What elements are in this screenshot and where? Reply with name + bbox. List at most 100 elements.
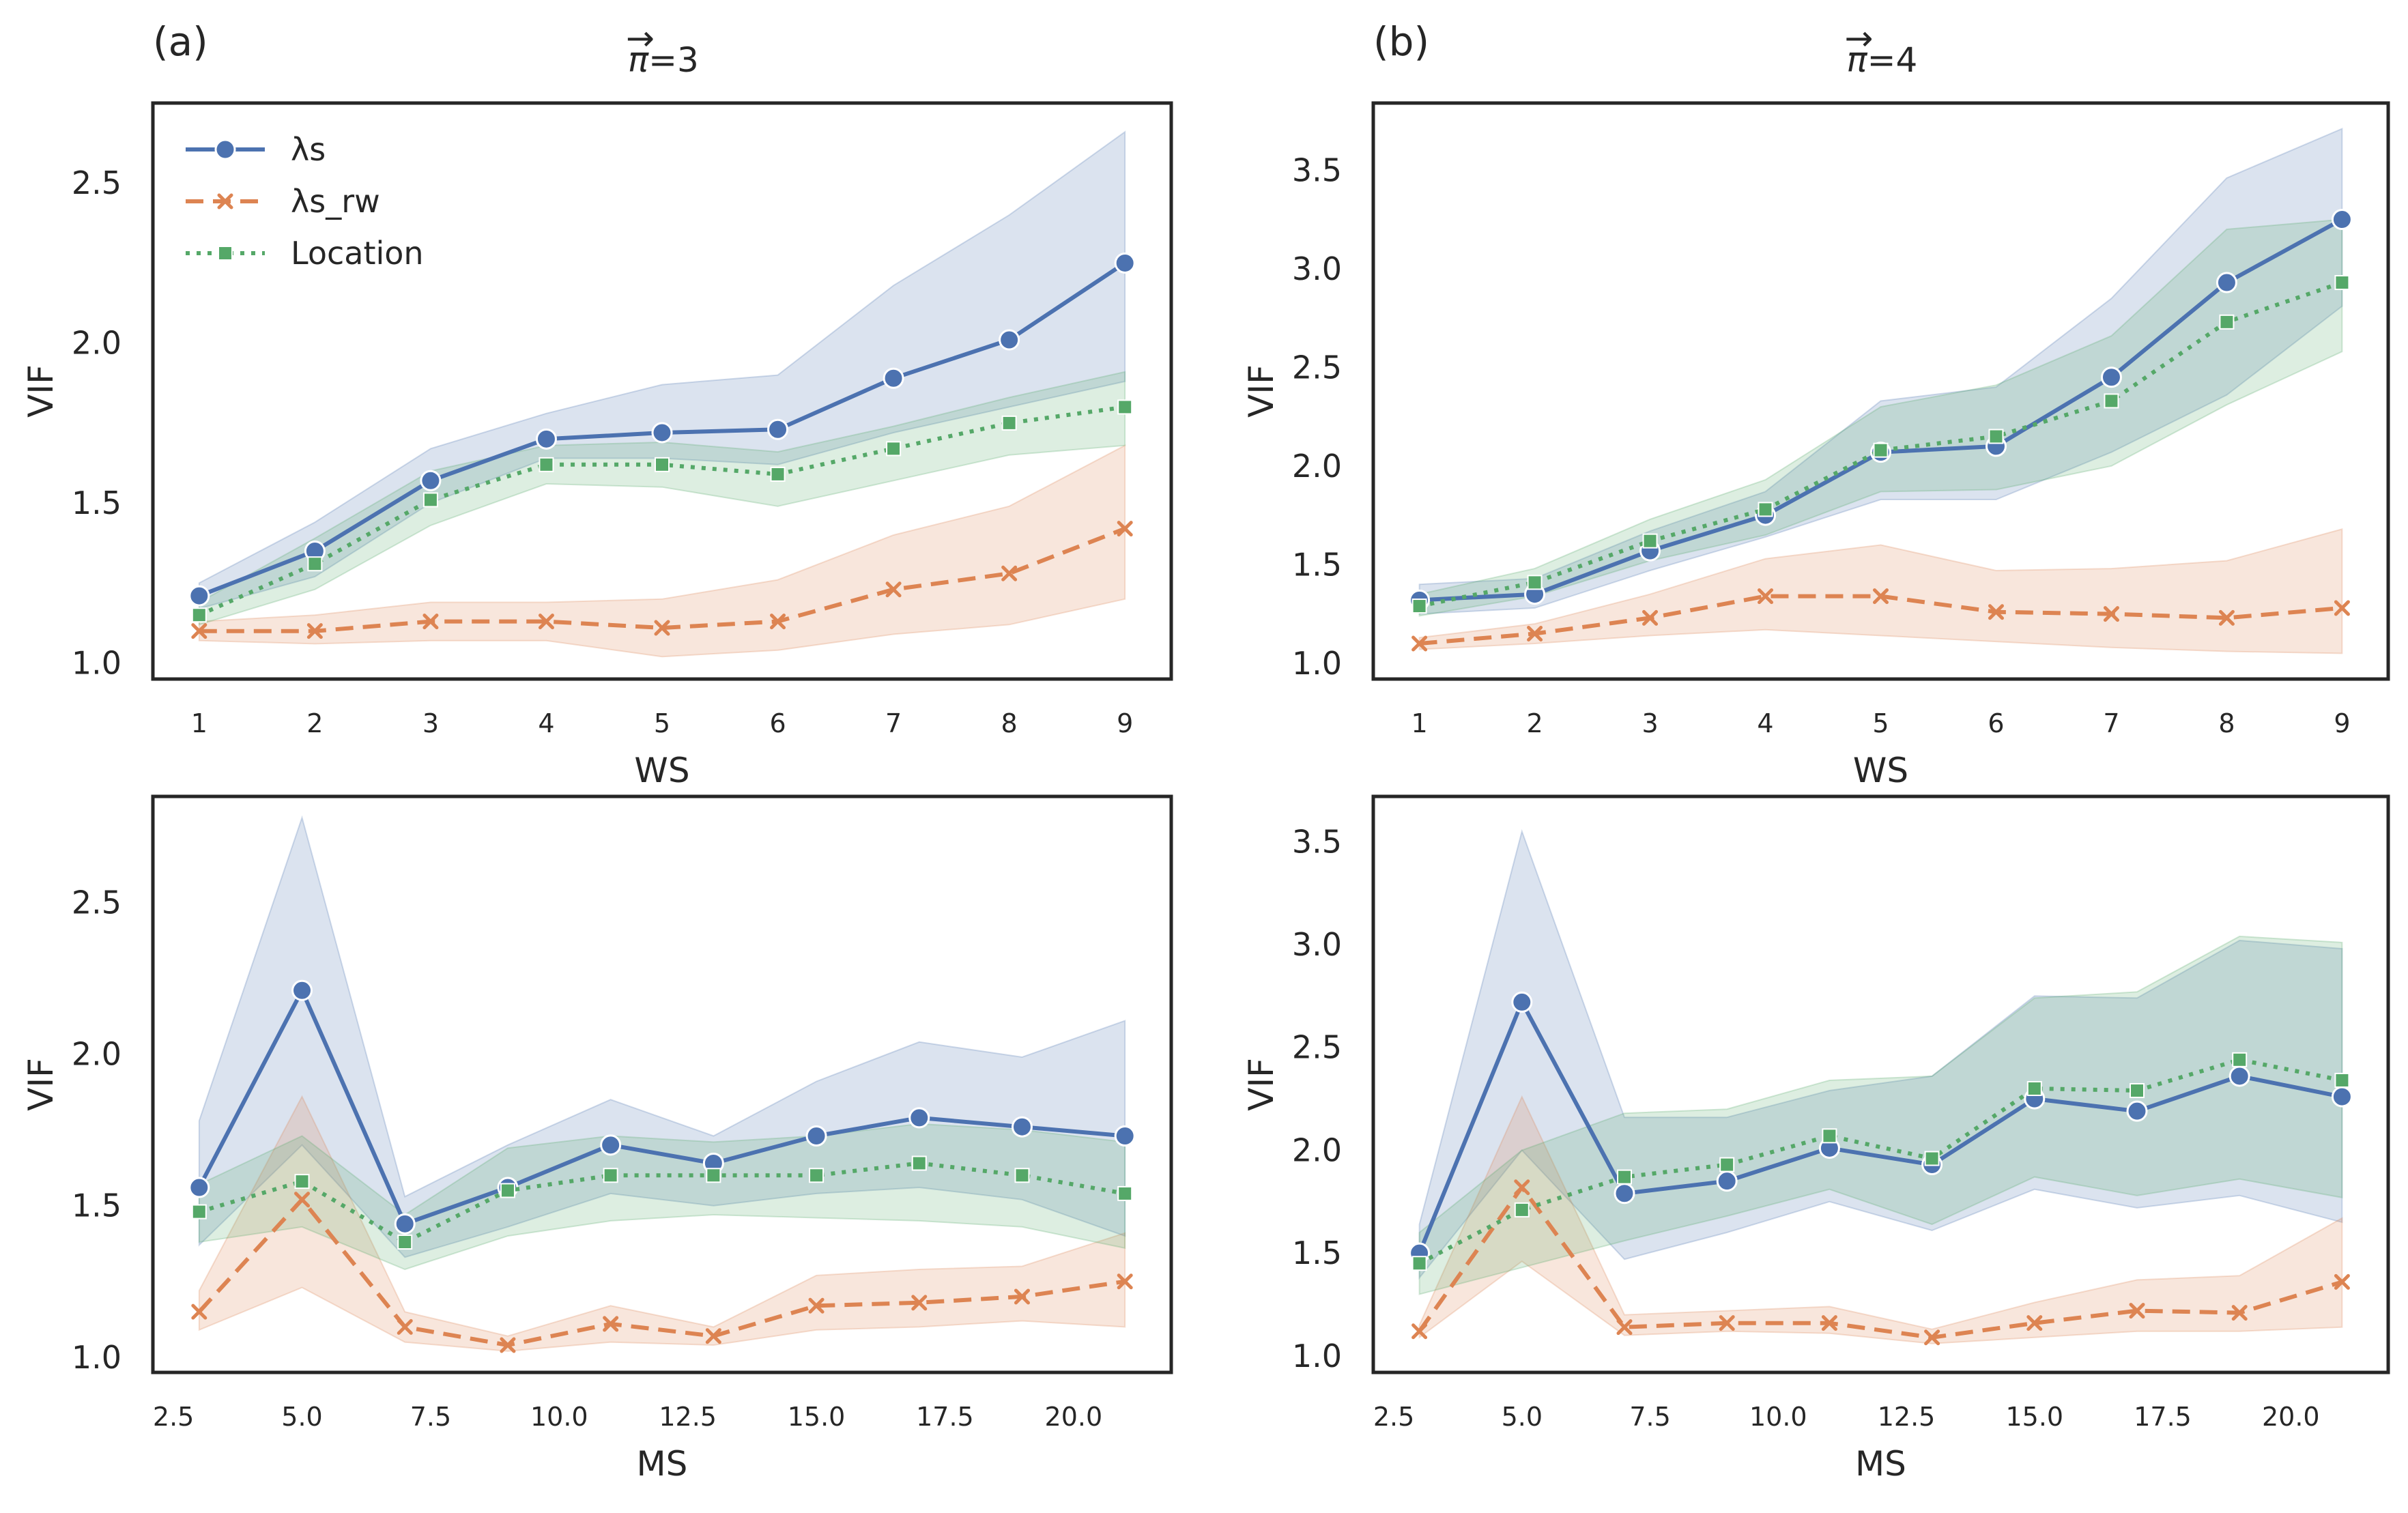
y-tick-label: 1.0 [72,645,121,682]
marker-x-ls-rw-6 [808,1297,825,1314]
series-line-location [198,1161,1126,1244]
plot-area [1373,103,2388,679]
marker-square-location-6 [809,1168,825,1183]
marker-x-ls-rw-2 [397,1319,413,1335]
x-tick-label: 17.5 [916,1402,974,1432]
plot-frame [151,101,1173,681]
marker-square-location-9 [2334,1072,2350,1088]
marker-circle-legend-ls [214,139,236,160]
marker-x-ls-rw-2 [422,614,439,630]
marker-x-ls-rw-5 [1988,604,2004,620]
marker-square-location-6 [2026,1081,2042,1097]
x-tick-label: 7.5 [1629,1402,1670,1432]
title-symbol: π [628,40,649,80]
marker-x-ls-rw-0 [1411,635,1428,652]
y-tick-label: 2.5 [1292,1029,1342,1066]
marker-square-location-3 [1758,502,1773,517]
x-tick-label: 9 [2334,708,2350,738]
y-tick-label: 1.5 [72,485,121,521]
title-symbol: π [1847,40,1868,80]
marker-x-ls-rw-5 [770,614,786,630]
marker-x-ls-rw-8 [1117,521,1133,537]
marker-x-ls-rw-6 [2103,606,2119,622]
marker-x-ls-rw-7 [1001,565,1018,581]
marker-square-location-9 [1117,1185,1133,1201]
marker-square-location-4 [1873,442,1889,458]
x-tick-label: 5 [654,708,670,738]
x-tick-label: 3 [422,708,439,738]
x-tick-label: 2.5 [153,1402,194,1432]
panel-title: π=4 [1847,40,1918,80]
marker-square-location-8 [2232,1052,2248,1067]
marker-circle-ls-7 [999,329,1020,351]
marker-circle-ls-6 [883,367,904,389]
marker-x-ls-rw-8 [1014,1288,1030,1305]
marker-square-location-0 [191,607,207,623]
marker-x-ls-rw-4 [654,620,670,636]
marker-square-location-4 [603,1168,618,1183]
confidence-band-ls-rw [198,1095,1126,1352]
y-axis-label: VIF [21,364,61,418]
panel-a-top: 1 2 3 4 5 6 7 8 9 1.0 1.5 2.0 2.5 WS VIF (a) π=3→ λs λs_rw… [21,18,1173,790]
x-tick-label: 12.5 [1878,1402,1936,1432]
marker-circle-ls-0 [188,585,210,607]
x-tick-label: 8 [1001,708,1018,738]
panel-label: (a) [153,18,208,65]
marker-x-ls-rw-1 [1527,626,1543,642]
marker-circle-ls-9 [2331,1086,2353,1108]
marker-square-location-5 [770,466,786,482]
y-axis-label: VIF [1242,1058,1281,1111]
y-tick-label: 1.0 [1292,1338,1342,1374]
marker-square-location-2 [1642,533,1658,549]
y-tick-label: 3.5 [1292,823,1342,860]
x-axis-label: MS [1855,1444,1906,1484]
marker-x-ls-rw-0 [191,623,207,639]
marker-x-ls-rw-3 [1719,1315,1735,1331]
x-tick-label: 7.5 [410,1402,451,1432]
marker-x-ls-rw-0 [1411,1323,1428,1340]
marker-square-location-6 [886,441,902,457]
marker-circle-ls-4 [600,1134,622,1156]
x-tick-label: 7 [885,708,902,738]
marker-x-ls-rw-7 [2129,1303,2145,1319]
marker-x-ls-rw-9 [1117,1273,1133,1290]
marker-x-ls-rw-3 [1758,588,1774,605]
legend-label-ls-rw: λs_rw [291,183,380,220]
x-tick-label: 6 [1988,708,2004,738]
marker-circle-ls-2 [394,1213,416,1235]
marker-circle-ls-7 [908,1107,930,1129]
confidence-band-ls [1418,128,2343,615]
marker-square-location-0 [191,1204,207,1220]
x-tick-label: 6 [769,708,786,738]
x-tick-label: 5 [1872,708,1889,738]
plot-area [153,796,1171,1372]
marker-square-location-3 [1719,1157,1735,1172]
x-tick-label: 10.0 [1749,1402,1807,1432]
x-tick-label: 15.0 [788,1402,846,1432]
series-line-ls [197,988,1126,1226]
y-axis-label: VIF [21,1058,61,1111]
marker-square-location-3 [539,457,554,472]
marker-circle-ls-3 [1716,1170,1738,1192]
marker-x-ls-rw-4 [1873,588,1889,605]
marker-square-location-7 [1001,415,1017,431]
x-tick-label: 12.5 [659,1402,717,1432]
marker-square-location-4 [1822,1128,1837,1144]
x-axis-label: WS [634,751,689,790]
marker-circle-ls-4 [651,422,673,444]
marker-circle-ls-9 [1114,1125,1136,1147]
marker-x-ls-rw-6 [2026,1315,2043,1331]
x-tick-label: 5.0 [1502,1402,1543,1432]
panel-title: π=3 [628,40,699,80]
marker-circle-ls-8 [1114,252,1136,274]
panel-b-top: 1 2 3 4 5 6 7 8 9 1.0 1.5 2.0 2.5 3.0 3.5 WS VIF (b) π=4→ [1242,18,2390,790]
marker-square-location-8 [1117,399,1133,415]
x-tick-label: 20.0 [2262,1402,2320,1432]
marker-circle-ls-7 [2126,1100,2148,1122]
marker-circle-ls-7 [2216,272,2237,293]
marker-x-ls-rw-5 [705,1328,721,1344]
marker-square-location-1 [294,1174,310,1190]
panel-label: (b) [1373,18,1429,65]
marker-x-ls-rw-7 [2218,609,2235,626]
marker-x-ls-rw-2 [1616,1319,1633,1336]
